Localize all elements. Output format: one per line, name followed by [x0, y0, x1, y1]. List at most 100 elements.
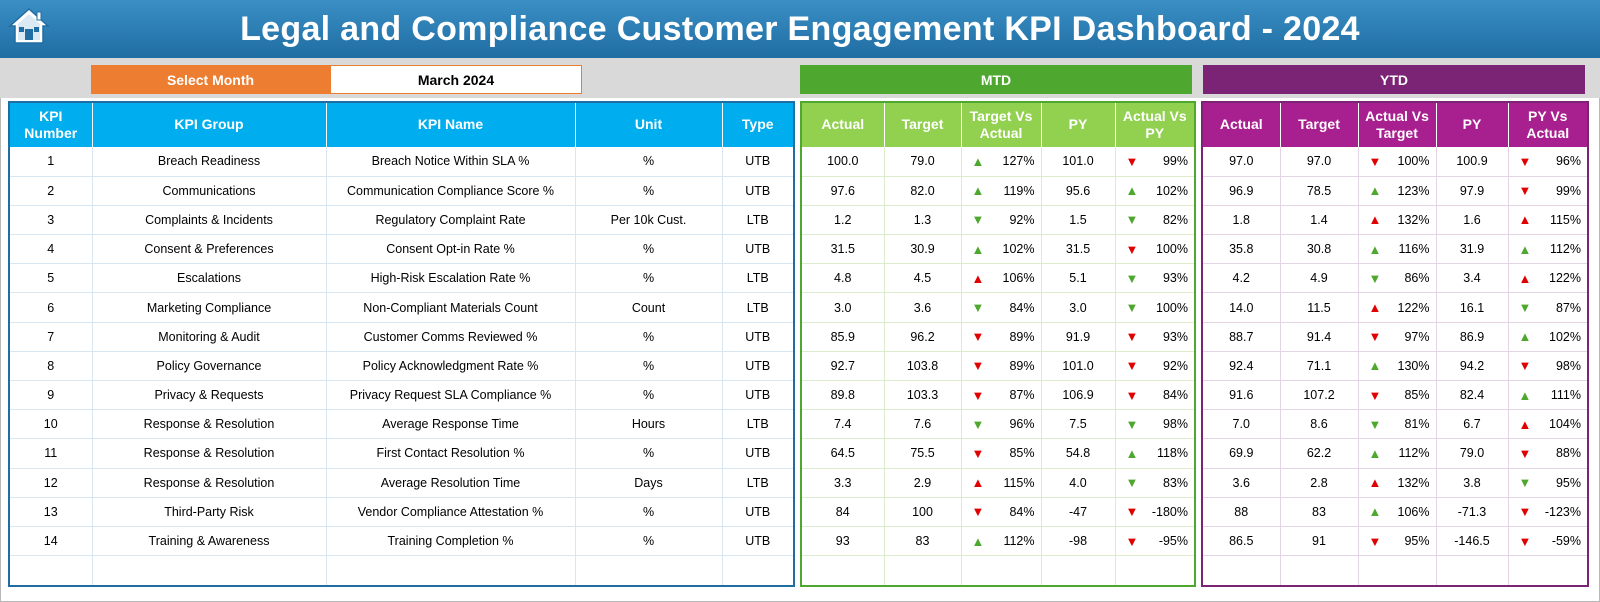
ytd-target: 107.2 — [1280, 380, 1359, 411]
triangle-up-icon: ▲ — [1368, 358, 1382, 374]
triangle-down-icon: ▼ — [1518, 300, 1532, 316]
triangle-up-icon: ▲ — [1125, 183, 1139, 199]
table-row: 6 Marketing Compliance Non-Compliant Mater… — [9, 292, 795, 323]
triangle-up-icon: ▲ — [1125, 445, 1139, 461]
ytd-target: 2.8 — [1280, 468, 1359, 498]
mtd-py: 101.0 — [1041, 351, 1116, 382]
mtd-section-header: MTD — [800, 65, 1192, 94]
kpi-number: 6 — [9, 292, 93, 323]
ytd-py: 82.4 — [1436, 380, 1509, 411]
ytd-actual: 1.8 — [1202, 205, 1281, 236]
table-row: 89.8 103.3 ▼ 87% 106.9 ▼ 84% — [801, 380, 1196, 411]
triangle-up-icon: ▲ — [1518, 329, 1532, 345]
mtd-target-vs-actual: ▲ 127% — [961, 147, 1042, 177]
home-icon[interactable] — [8, 6, 50, 46]
empty-row — [801, 555, 1196, 587]
empty-cell — [575, 555, 723, 587]
kpi-name: Average Resolution Time — [326, 468, 576, 498]
table-row: 3.3 2.9 ▲ 115% 4.0 ▼ 83% — [801, 468, 1196, 498]
percent-value: 115% — [1003, 475, 1035, 490]
triangle-down-icon: ▼ — [1125, 504, 1139, 520]
ytd-py-vs-actual: ▼ 87% — [1508, 292, 1589, 323]
kpi-type: UTB — [722, 380, 795, 411]
mtd-actual-vs-py: ▲ 102% — [1115, 176, 1196, 206]
kpi-group: Escalations — [92, 263, 327, 294]
table-row: 92.7 103.8 ▼ 89% 101.0 ▼ 92% — [801, 351, 1196, 382]
mtd-target-vs-actual: ▼ 87% — [961, 380, 1042, 411]
percent-value: 132% — [1397, 475, 1430, 490]
percent-value: 85% — [1009, 446, 1035, 461]
ytd-py: 94.2 — [1436, 351, 1509, 382]
triangle-down-icon: ▼ — [971, 416, 985, 432]
percent-value: 99% — [1162, 154, 1188, 169]
triangle-up-icon: ▲ — [971, 533, 985, 549]
ytd-actual: 97.0 — [1202, 147, 1281, 177]
mtd-target-vs-actual: ▲ 102% — [961, 234, 1042, 265]
kpi-group: Marketing Compliance — [92, 292, 327, 323]
triangle-up-icon: ▲ — [971, 475, 985, 491]
kpi-unit: % — [575, 438, 723, 469]
percent-value: 92% — [1009, 212, 1035, 227]
table-row: 4.2 4.9 ▼ 86% 3.4 ▲ 122% — [1202, 263, 1589, 294]
empty-cell — [722, 555, 795, 587]
triangle-up-icon: ▲ — [1518, 212, 1532, 228]
kpi-group: Monitoring & Audit — [92, 322, 327, 352]
ytd-py-vs-actual: ▼ 96% — [1508, 147, 1589, 177]
mtd-target: 103.3 — [884, 380, 962, 411]
triangle-down-icon: ▼ — [1125, 358, 1139, 374]
triangle-down-icon: ▼ — [1368, 387, 1382, 403]
mtd-actual-vs-py: ▼ 100% — [1115, 234, 1196, 265]
triangle-up-icon: ▲ — [1368, 183, 1382, 199]
table-row: 64.5 75.5 ▼ 85% 54.8 ▲ 118% — [801, 438, 1196, 469]
percent-value: -95% — [1158, 534, 1188, 549]
kpi-number: 3 — [9, 205, 93, 236]
triangle-down-icon: ▼ — [1518, 183, 1532, 199]
percent-value: 82% — [1162, 212, 1188, 227]
select-month-label: Select Month — [91, 65, 330, 94]
ytd-actual-vs-target: ▼ 95% — [1358, 526, 1437, 557]
triangle-down-icon: ▼ — [1125, 300, 1139, 316]
triangle-down-icon: ▼ — [1368, 533, 1382, 549]
percent-value: 122% — [1549, 271, 1581, 286]
mtd-py: 106.9 — [1041, 380, 1116, 411]
kpi-type: LTB — [722, 205, 795, 236]
mtd-actual: 1.2 — [801, 205, 885, 236]
percent-value: 95% — [1404, 534, 1430, 549]
mtd-target: 103.8 — [884, 351, 962, 382]
ytd-target: 30.8 — [1280, 234, 1359, 265]
kpi-type: UTB — [722, 497, 795, 527]
kpi-number: 5 — [9, 263, 93, 294]
month-selector[interactable]: March 2024 — [330, 65, 582, 94]
mtd-target: 96.2 — [884, 322, 962, 352]
ytd-actual: 88 — [1202, 497, 1281, 527]
ytd-py-vs-actual: ▲ 111% — [1508, 380, 1589, 411]
mtd-py: -98 — [1041, 526, 1116, 557]
table-row: 5 Escalations High-Risk Escalation Rate %%… — [9, 263, 795, 294]
mtd-actual-vs-py: ▼ 82% — [1115, 205, 1196, 236]
kpi-type: UTB — [722, 351, 795, 382]
kpi-unit: % — [575, 176, 723, 206]
kpi-unit: % — [575, 234, 723, 265]
table-row: 86.5 91 ▼ 95% -146.5 ▼ -59% — [1202, 526, 1589, 557]
page-title: Legal and Compliance Customer Engagement… — [240, 9, 1360, 48]
ytd-actual-vs-target: ▼ 81% — [1358, 409, 1437, 440]
kpi-unit: Count — [575, 292, 723, 323]
percent-value: 88% — [1555, 446, 1581, 461]
kpi-unit: % — [575, 147, 723, 177]
empty-cell — [1115, 555, 1196, 587]
header-mtd-py: PY — [1041, 102, 1116, 147]
table-row: 14 Training & Awareness Training Completio… — [9, 526, 795, 557]
ytd-target: 91 — [1280, 526, 1359, 557]
triangle-down-icon: ▼ — [1518, 475, 1532, 491]
percent-value: 86% — [1404, 271, 1430, 286]
ytd-target: 11.5 — [1280, 292, 1359, 323]
kpi-type: UTB — [722, 234, 795, 265]
kpi-name: Average Response Time — [326, 409, 576, 440]
percent-value: 123% — [1397, 183, 1430, 198]
percent-value: 118% — [1156, 446, 1188, 461]
header-mtd-actual: Actual — [801, 102, 885, 147]
mtd-actual-vs-py: ▼ 93% — [1115, 263, 1196, 294]
mtd-target-vs-actual: ▼ 89% — [961, 322, 1042, 352]
percent-value: 89% — [1009, 329, 1035, 344]
ytd-section-header: YTD — [1203, 65, 1585, 94]
